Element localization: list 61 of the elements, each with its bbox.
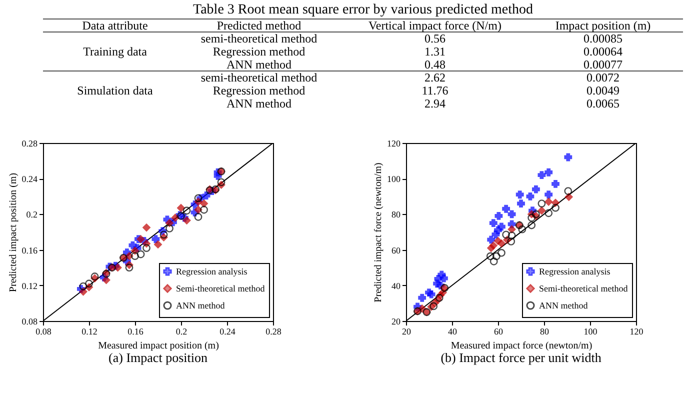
y-tick-label: 40 [392, 280, 401, 291]
text: ANN method [226, 96, 292, 110]
legend-label: ANN method [176, 300, 226, 310]
text: 0.0065 [586, 96, 620, 110]
y-tick-label: 80 [392, 210, 401, 220]
text: semi-theoretical method [200, 70, 318, 84]
x-tick-label: 120 [630, 326, 644, 336]
legend-label: Semi-theoretical method [176, 284, 266, 294]
x-axis-title: Measured impact force (newton/m) [450, 340, 592, 352]
text: ANN method [226, 58, 292, 72]
x-tick-label: 40 [448, 326, 458, 336]
y-axis-title: Predicted impact position (m) [8, 172, 19, 292]
y-tick-label: 0.28 [22, 138, 38, 148]
text: Simulation data [77, 84, 153, 98]
text: 2.94 [424, 96, 446, 110]
text: Table 3 Root mean square error by various predicted method [193, 2, 533, 18]
text: (a) Impact position [108, 350, 208, 365]
y-tick-label: 0.2 [26, 210, 38, 220]
y-tick-label: 20 [392, 316, 401, 326]
x-tick-label: 80 [540, 326, 550, 336]
category-label: Impact position (m) [555, 18, 651, 32]
text: 0.00077 [584, 58, 622, 72]
text: Regression method [212, 84, 306, 98]
legend-label: Regression analysis [176, 266, 248, 276]
x-axis-title: Measured impact position (m) [98, 340, 219, 352]
y-tick-label: 60 [392, 245, 401, 256]
y-tick-label: 0.08 [22, 316, 38, 326]
category-label: Predicted method [216, 18, 302, 32]
text: 0.00064 [584, 44, 622, 58]
text: Training data [83, 44, 147, 58]
text: semi-theoretical method [200, 32, 318, 46]
x-tick-label: 0.2 [176, 326, 188, 336]
text: 0.48 [424, 58, 446, 72]
x-tick-label: 0.24 [220, 326, 236, 336]
text: Regression method [212, 44, 306, 58]
y-tick-label: 0.24 [22, 174, 38, 184]
x-tick-label: 100 [584, 326, 598, 336]
x-tick-label: 20 [402, 326, 412, 336]
text: 0.56 [424, 32, 446, 46]
legend-label: Regression analysis [539, 266, 611, 276]
x-tick-label: 0.16 [128, 326, 144, 336]
text: 0.00085 [584, 32, 622, 46]
x-tick-label: 60 [494, 326, 504, 336]
text: 0.0072 [586, 70, 620, 84]
legend-label: Semi-theoretical method [539, 284, 628, 294]
y-axis-title: Predicted impact force (newton/m) [373, 162, 384, 302]
text: (b) Impact force per unit width [440, 350, 602, 365]
text: 1.31 [424, 44, 446, 58]
y-tick-label: 100 [387, 174, 401, 184]
legend-label: ANN method [539, 300, 588, 310]
x-tick-label: 0.28 [266, 326, 282, 336]
text: 0.0049 [586, 84, 620, 98]
y-tick-label: 120 [387, 138, 401, 148]
x-tick-label: 0.12 [82, 326, 98, 336]
category-label: Vertical impact force (N/m) [368, 18, 502, 32]
text: 11.76 [422, 84, 448, 98]
y-tick-label: 0.12 [22, 280, 38, 291]
category-label: Data attribute [82, 18, 148, 32]
text: 2.62 [424, 70, 446, 84]
y-tick-label: 0.16 [22, 245, 38, 256]
x-tick-label: 0.08 [36, 326, 52, 336]
